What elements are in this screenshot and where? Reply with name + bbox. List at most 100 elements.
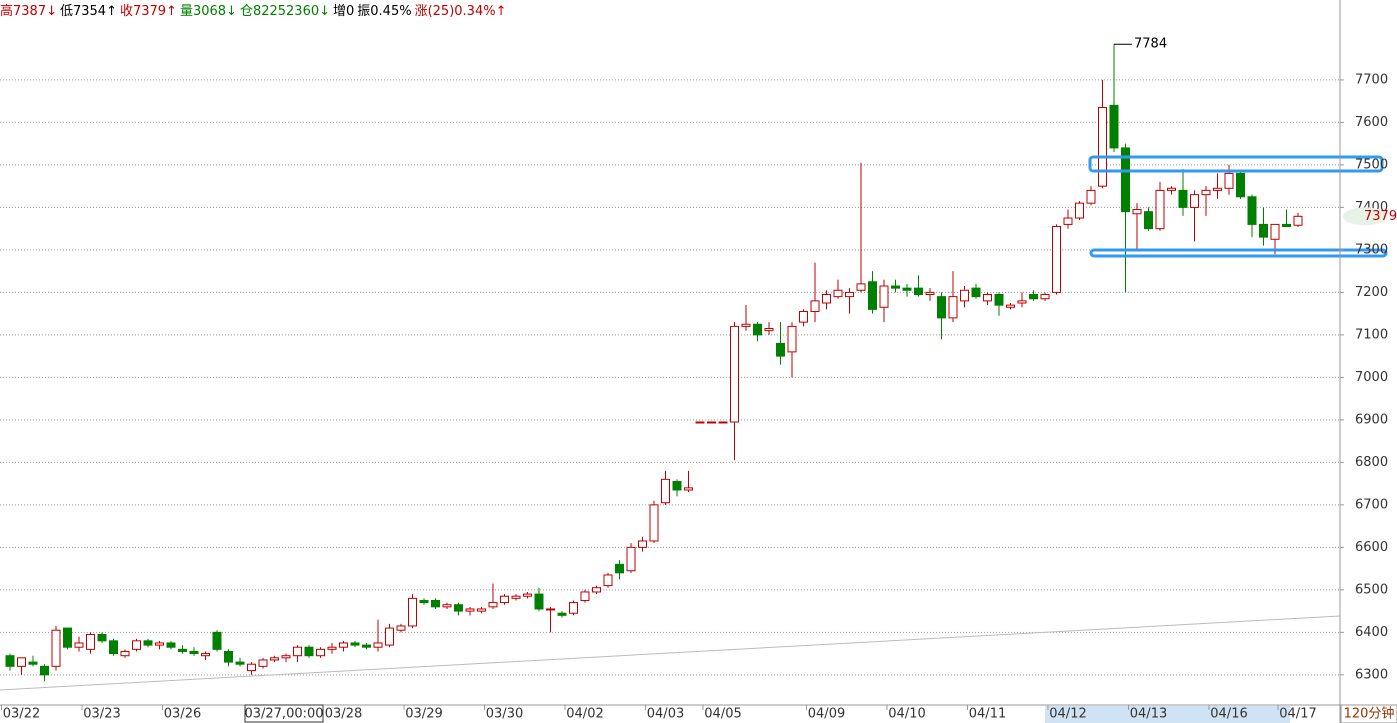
candle-body [856, 283, 866, 291]
candle-body [247, 663, 256, 672]
header-item: 低7354↑ [60, 4, 117, 19]
y-tick-label: 6700 [1355, 497, 1388, 512]
candle-body [546, 608, 555, 611]
y-tick-label: 7500 [1355, 157, 1388, 172]
candle-body [960, 289, 969, 302]
candle-body [603, 574, 613, 587]
candle-body [753, 323, 762, 336]
candle-body [764, 328, 774, 332]
x-tick-label: 03/22 [3, 707, 40, 722]
candle-body [143, 640, 153, 646]
candle-body [914, 287, 923, 296]
y-tick-label: 6400 [1355, 625, 1388, 640]
candle-body [1086, 189, 1096, 204]
candle-body [419, 599, 429, 604]
candle-body [258, 659, 268, 667]
x-tick-label: 04/03 [647, 707, 684, 722]
candle-body [799, 311, 808, 323]
y-tick-label: 7300 [1355, 242, 1388, 257]
candle-body [132, 640, 141, 650]
candle-body [224, 650, 233, 663]
candle-body [925, 291, 935, 296]
x-tick-label: 03/29 [405, 707, 442, 722]
candle-body [1259, 223, 1268, 238]
y-tick-label: 7600 [1355, 115, 1388, 130]
selection-band [1045, 706, 1290, 723]
last-price-glow [1343, 207, 1387, 226]
candle-body [1052, 226, 1061, 293]
y-tick-label: 6300 [1355, 667, 1388, 682]
period-box [1340, 704, 1397, 723]
x-tick-label: 04/10 [888, 707, 925, 722]
candle-body [339, 642, 348, 648]
x-tick-label: 04/09 [808, 707, 845, 722]
x-tick-label: 04/05 [704, 707, 741, 722]
candle-body [891, 285, 900, 289]
last-price-label: 7379 [1364, 209, 1397, 224]
candle-body [63, 627, 72, 648]
support-box [1089, 248, 1388, 258]
candle-body [902, 287, 912, 291]
candle-body [1109, 104, 1119, 149]
candle-body [1190, 194, 1199, 208]
candle-body [534, 593, 544, 610]
x-tick-label: 03/30 [486, 707, 523, 722]
y-tick-label: 6500 [1355, 582, 1388, 597]
candle-body [523, 593, 532, 597]
candle-body [465, 608, 475, 612]
candle-body [396, 625, 406, 631]
candle-body [1006, 304, 1015, 308]
candle-body [741, 323, 751, 327]
candle-body [17, 657, 26, 667]
y-tick-label: 7100 [1355, 327, 1388, 342]
candle-body [707, 421, 716, 424]
crosshair-box [244, 704, 324, 723]
candle-body [776, 342, 785, 357]
candles [5, 44, 1303, 682]
candle-body [350, 642, 360, 646]
y-tick-label: 7000 [1355, 370, 1388, 385]
candle-body [626, 546, 636, 572]
candle-body [1213, 187, 1222, 191]
candle-body [1247, 196, 1257, 225]
x-tick-label: 04/17 [1279, 707, 1316, 722]
header: 高7387↓ 低7354↑ 收7379↑ 量3068↓ 仓82252360↓ 增0 振0.4… [0, 3, 506, 19]
candle-body [730, 325, 739, 423]
candle-body [454, 604, 463, 612]
candle-body [1236, 172, 1245, 198]
candle-body [201, 653, 210, 657]
candle-body [787, 325, 797, 353]
x-tick-label: 04/02 [566, 707, 603, 722]
header-item: 收7379↑ [120, 4, 177, 19]
candle-body [994, 294, 1004, 306]
candle-body [638, 540, 647, 548]
candle-body [845, 291, 854, 298]
candle-body [408, 597, 417, 627]
candle-body [557, 612, 567, 616]
grid [0, 79, 1340, 676]
candle-body [166, 642, 176, 648]
candle-body [1167, 187, 1176, 191]
candle-body [672, 480, 682, 491]
candle-body [97, 633, 107, 642]
candle-body [362, 644, 371, 648]
candle-body [431, 599, 440, 608]
candle-body [511, 595, 521, 599]
candle-body [86, 633, 95, 650]
candle-body [615, 563, 624, 574]
candle-body [488, 602, 498, 608]
candle-body [1144, 211, 1153, 230]
y-tick-label: 6600 [1355, 540, 1388, 555]
candle-body [569, 602, 578, 614]
candle-body [833, 289, 843, 298]
candle-body [1293, 215, 1303, 226]
x-tick-label: 03/23 [83, 707, 120, 722]
candle-body [592, 587, 601, 593]
candle-body [695, 421, 705, 424]
y-tick-label: 7200 [1355, 285, 1388, 300]
peak-label: 7784 [1134, 37, 1167, 52]
candle-body [937, 296, 946, 319]
x-tick-label: 04/13 [1130, 707, 1167, 722]
